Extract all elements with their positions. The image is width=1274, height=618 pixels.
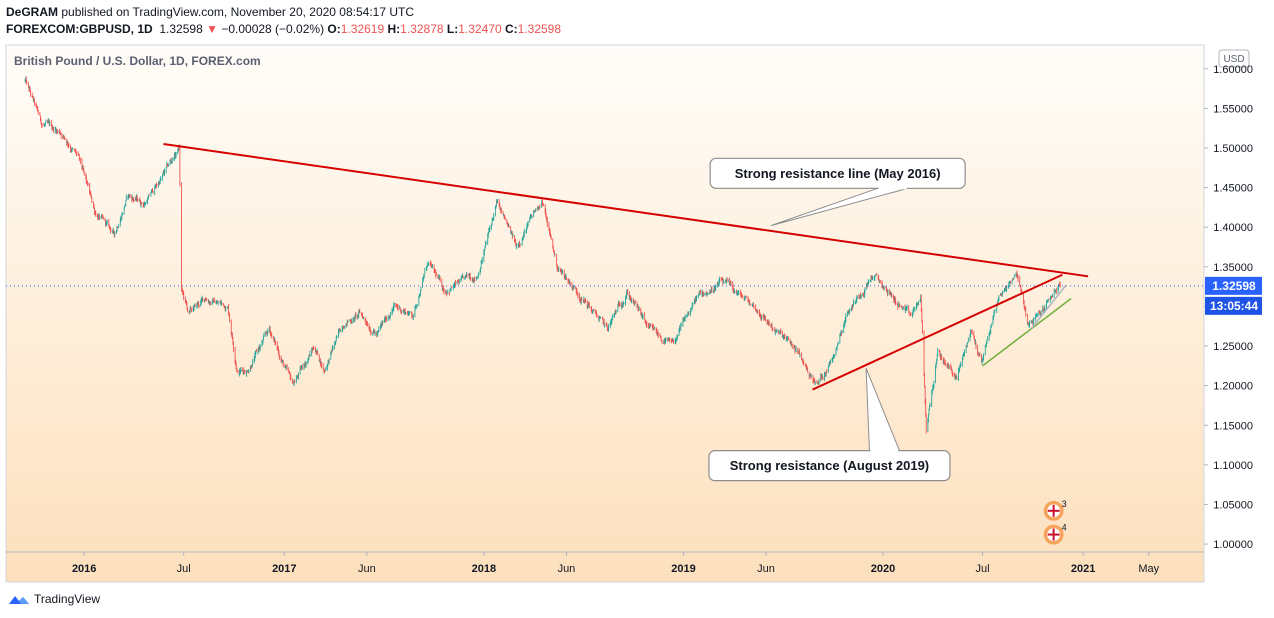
x-tick-label: 2019	[671, 563, 695, 575]
x-tick-label: Jul	[976, 563, 990, 575]
publish-info: DeGRAM published on TradingView.com, Nov…	[6, 5, 414, 20]
close-value: 1.32598	[517, 22, 562, 36]
event-count: 4	[1062, 523, 1067, 533]
y-tick-label: 1.00000	[1213, 539, 1253, 551]
x-tick-label: 2018	[472, 563, 496, 575]
trendline	[1030, 284, 1067, 330]
y-tick-label: 1.50000	[1213, 143, 1253, 155]
y-tick-label: 1.10000	[1213, 460, 1253, 472]
callout-box	[709, 157, 966, 189]
overlays-layer: Strong resistance line (May 2016) Strong …	[6, 143, 1262, 545]
y-tick-label: 1.20000	[1213, 381, 1253, 393]
high-label: H:	[387, 22, 401, 36]
chart-frame	[5, 44, 1205, 583]
last-price-badge	[1205, 276, 1262, 295]
last-price-text: 1.32598	[159, 22, 203, 36]
chart-title: British Pound / U.S. Dollar, 1D, FOREX.c…	[14, 54, 261, 68]
trendline	[982, 297, 1072, 367]
candles-layer	[24, 76, 1061, 434]
published-text: published on TradingView.com, November 2…	[61, 5, 415, 19]
high-value: 1.32878	[400, 22, 444, 36]
trendline	[812, 273, 1063, 391]
change-arrow-icon: ▼	[206, 22, 218, 36]
y-tick-label: 1.05000	[1213, 499, 1253, 511]
y-tick-label: 1.45000	[1213, 183, 1253, 195]
trendline	[163, 143, 1089, 278]
ohlc-line: FOREXCOM:GBPUSD, 1D 1.32598 ▼ −0.00028 (…	[6, 22, 561, 37]
y-tick-label: 1.15000	[1213, 420, 1253, 432]
countdown-badge	[1205, 296, 1262, 315]
low-label: L:	[446, 22, 459, 36]
price-chart[interactable]: British Pound / U.S. Dollar, 1D, FOREX.c…	[0, 0, 1274, 590]
symbol-label: FOREXCOM:GBPUSD, 1D	[6, 22, 153, 36]
x-tick-label: Jun	[558, 563, 576, 575]
y-tick-label: 1.25000	[1213, 341, 1253, 353]
tradingview-footer[interactable]: TradingView	[8, 592, 100, 606]
y-axis-ticks: 1.60000 1.55000 1.50000 1.45000 1.40000 1.350…	[1204, 64, 1253, 551]
x-tick-label: May	[1138, 563, 1159, 575]
x-tick-label: 2017	[272, 563, 296, 575]
x-tick-label: Jun	[757, 563, 775, 575]
currency-badge: USD	[1218, 49, 1250, 68]
tradingview-logo-icon	[9, 596, 29, 604]
currency-label: USD	[1223, 54, 1244, 65]
countdown-label: 13:05:44	[1210, 299, 1258, 313]
x-tick-label: Jul	[177, 563, 191, 575]
last-price-label: 1.32598	[1212, 279, 1256, 293]
x-tick-label: 2020	[871, 563, 895, 575]
tradingview-brand: TradingView	[34, 592, 101, 606]
low-value: 1.32470	[458, 22, 502, 36]
event-count: 3	[1062, 499, 1067, 509]
x-tick-label: Jun	[358, 563, 376, 575]
y-tick-label: 1.40000	[1213, 222, 1253, 234]
x-tick-label: 2021	[1071, 563, 1095, 575]
open-label: O:	[327, 22, 341, 36]
callout-text: Strong resistance (August 2019)	[730, 458, 929, 473]
x-tick-label: 2016	[72, 563, 96, 575]
callout-text: Strong resistance line (May 2016)	[735, 166, 941, 181]
open-value: 1.32619	[340, 22, 385, 36]
y-tick-label: 1.35000	[1213, 262, 1253, 274]
change-text: −0.00028 (−0.02%)	[221, 22, 325, 36]
x-axis-ticks: 2016 Jul 2017 Jun 2018 Jun 2019 Jun 2020 Jul 2021 M…	[72, 552, 1160, 575]
y-tick-label: 1.55000	[1213, 103, 1253, 115]
y-tick-label: 1.60000	[1213, 64, 1253, 76]
author-name: DeGRAM	[6, 5, 59, 19]
callout-box	[708, 450, 951, 482]
close-label: C:	[504, 22, 518, 36]
